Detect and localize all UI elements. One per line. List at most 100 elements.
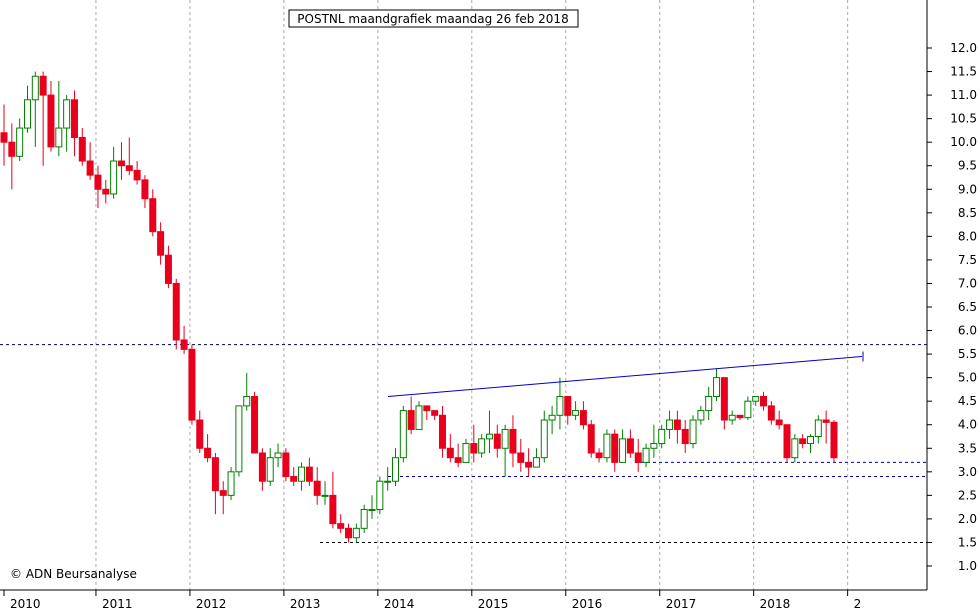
y-tick-label: 4.0 xyxy=(958,418,977,432)
candle-body-down xyxy=(329,494,337,525)
candle-body-down xyxy=(626,438,634,454)
y-tick-label: 3.5 xyxy=(958,441,977,455)
chart-title: POSTNL maandgrafiek maandag 26 feb 2018 xyxy=(288,9,579,28)
candle-body-down xyxy=(172,282,180,341)
candle-body-up xyxy=(462,443,470,463)
x-tick-label: 2016 xyxy=(572,597,603,610)
candle-body-down xyxy=(454,457,462,463)
candle-body-down xyxy=(446,447,454,459)
candle-body-up xyxy=(705,395,713,412)
y-tick-label: 9.0 xyxy=(958,182,977,196)
candle-body-down xyxy=(564,395,572,416)
candle-body-down xyxy=(579,410,587,426)
y-tick-label: 2.0 xyxy=(958,512,977,526)
candle-body-down xyxy=(251,395,259,454)
candle-body-down xyxy=(799,438,807,445)
y-tick-label: 11.5 xyxy=(950,65,977,79)
candle-body-up xyxy=(697,410,705,421)
candle-body-up xyxy=(376,480,384,510)
y-tick-label: 11.0 xyxy=(950,88,977,102)
candle-body-up xyxy=(55,127,63,148)
candle-body-up xyxy=(16,127,24,157)
candle-body-down xyxy=(673,419,681,430)
candle-body-up xyxy=(501,428,509,449)
candle-body-down xyxy=(830,421,838,459)
candle-body-down xyxy=(117,160,125,167)
candle-body-down xyxy=(8,141,16,157)
candle-body-down xyxy=(438,414,446,449)
candle-body-down xyxy=(180,339,188,350)
candle-body-down xyxy=(149,198,157,233)
candle-body-up xyxy=(298,466,306,482)
candle-body-down xyxy=(423,405,431,412)
x-tick-label: 2014 xyxy=(384,597,415,610)
candle-body-down xyxy=(634,452,642,463)
grid-lines xyxy=(95,0,849,590)
candle-body-up xyxy=(744,400,752,419)
candle-body-down xyxy=(47,94,55,148)
y-tick-label: 12.0 xyxy=(950,41,977,55)
candle-body-up xyxy=(572,410,580,416)
candle-body-down xyxy=(78,136,86,162)
y-tick-label: 1.0 xyxy=(958,559,977,573)
candle-body-up xyxy=(689,419,697,445)
x-tick-label: 2013 xyxy=(290,597,321,610)
candle-body-up xyxy=(227,471,235,496)
candle-body-down xyxy=(736,414,744,419)
candle-body-down xyxy=(822,419,830,423)
candle-body-up xyxy=(235,405,243,473)
candle-body-down xyxy=(337,523,345,529)
y-tick-label: 5.5 xyxy=(958,347,977,361)
candle-body-up xyxy=(814,419,822,438)
candle-body-down xyxy=(611,433,619,463)
candle-body-down xyxy=(775,419,783,426)
candle-body-down xyxy=(525,461,533,468)
trendline xyxy=(387,355,863,397)
candle-body-up xyxy=(478,438,486,454)
candle-body-up xyxy=(650,443,658,449)
candle-body-up xyxy=(713,377,721,397)
candle-body-down xyxy=(595,452,603,459)
candle-body-up xyxy=(274,452,282,459)
candle-body-down xyxy=(587,424,595,454)
y-tick-label: 5.0 xyxy=(958,371,977,385)
title-box xyxy=(288,9,579,28)
candle-body-down xyxy=(188,348,196,421)
candle-body-down xyxy=(157,231,165,256)
candle-body-up xyxy=(666,419,674,430)
candle-body-up xyxy=(556,395,564,416)
horizontal-reference-lines xyxy=(0,344,927,543)
y-tick-label: 4.5 xyxy=(958,394,977,408)
y-tick-label: 6.0 xyxy=(958,324,977,338)
candle-body-down xyxy=(0,132,8,143)
candle-body-down xyxy=(509,428,517,454)
x-tick-label: 2015 xyxy=(478,597,509,610)
candle-body-up xyxy=(368,508,376,511)
candle-body-down xyxy=(133,169,141,181)
candle-body-up xyxy=(728,414,736,421)
y-tick-label: 1.5 xyxy=(958,535,977,549)
y-tick-label: 8.0 xyxy=(958,229,977,243)
candle-body-down xyxy=(767,405,775,421)
candle-body-down xyxy=(517,452,525,463)
x-axis: 2010 2011 2012 2013 2014 2015 2016 2017 2018 2 xyxy=(3,590,861,610)
candle-body-down xyxy=(305,466,313,482)
candle-body-up xyxy=(540,419,548,459)
candle-body-up xyxy=(360,508,368,529)
y-axis: 1.0 1.5 2.0 2.5 3.0 3.5 4.0 4.5 5.0 5.5 6.0 6.5 7.0 7… xyxy=(927,41,977,573)
x-tick-label: 2010 xyxy=(10,597,41,610)
y-tick-label: 8.5 xyxy=(958,206,977,220)
candle-body-down xyxy=(211,457,219,492)
candle-body-up xyxy=(63,99,71,129)
candle-body-up xyxy=(791,438,799,459)
candle-body-up xyxy=(266,457,274,482)
candle-body-up xyxy=(415,405,423,430)
candle-body-down xyxy=(219,490,227,496)
y-tick-label: 2.5 xyxy=(958,488,977,502)
candle-body-up xyxy=(23,99,31,129)
candle-body-down xyxy=(102,188,110,195)
candle-body-down xyxy=(196,419,204,449)
candle-body-down xyxy=(720,377,728,421)
